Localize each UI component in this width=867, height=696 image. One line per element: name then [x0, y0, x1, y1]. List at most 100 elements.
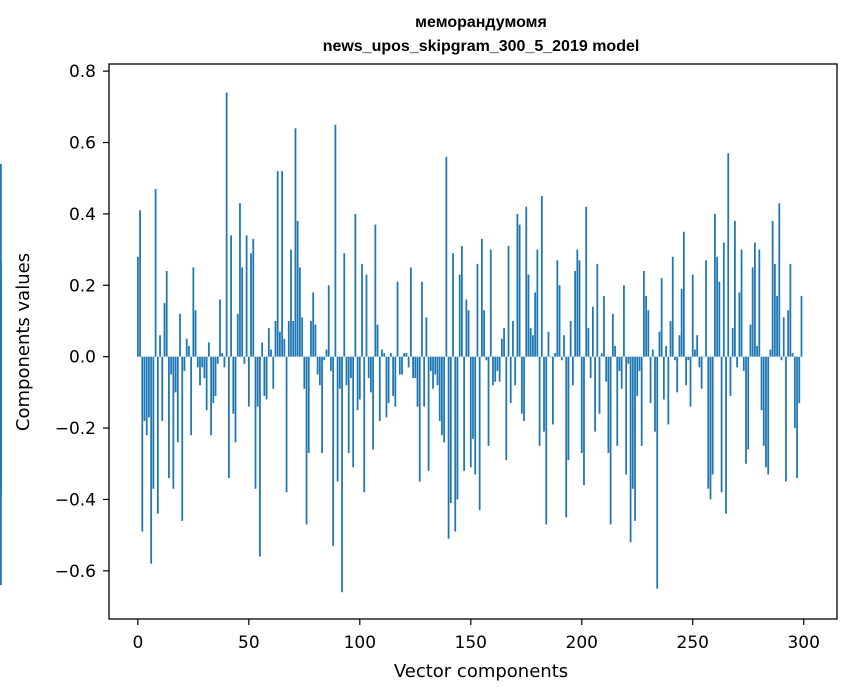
bar-109 — [378, 356, 381, 421]
bar-184 — [545, 356, 548, 525]
bar-13 — [165, 271, 168, 357]
bar-214 — [611, 313, 614, 357]
bar-84 — [323, 356, 326, 361]
bar-113 — [387, 356, 390, 404]
bar-40 — [225, 92, 228, 357]
bar-257 — [707, 356, 710, 489]
bar-232 — [651, 349, 654, 357]
bar-181 — [538, 356, 541, 446]
bar-271 — [738, 292, 741, 357]
bar-96 — [350, 356, 352, 379]
bar-152 — [474, 356, 477, 475]
x-tick-label: 250 — [677, 633, 709, 653]
bar-108 — [376, 324, 379, 357]
bar-45 — [236, 313, 239, 357]
bar-211 — [605, 356, 608, 382]
bar-206 — [594, 356, 596, 432]
bar-252 — [696, 335, 699, 357]
bar-5 — [148, 356, 150, 418]
x-axis-label: Vector components — [394, 661, 568, 682]
bar-154 — [478, 356, 481, 511]
bar-86 — [327, 285, 330, 357]
bar-55 — [259, 356, 261, 557]
bar-168 — [509, 356, 512, 404]
bar-289 — [778, 203, 781, 357]
bar-208 — [598, 356, 601, 414]
bar-157 — [485, 356, 488, 361]
bar-29 — [201, 356, 204, 368]
bar-19 — [179, 313, 181, 357]
bar-8 — [154, 188, 157, 357]
bar-98 — [354, 213, 357, 357]
bar-139 — [445, 156, 448, 357]
bar-147 — [463, 356, 466, 471]
bar-69 — [290, 249, 292, 357]
y-tick-label: 0.4 — [69, 205, 96, 225]
bars-group — [0, 92, 803, 593]
bar-103 — [365, 274, 368, 357]
x-tick-label: 50 — [238, 633, 260, 653]
bar-117 — [396, 281, 399, 357]
bar-164 — [500, 338, 503, 357]
bar-254 — [700, 356, 703, 389]
bar-183 — [543, 356, 545, 432]
bar-102 — [363, 356, 366, 493]
bar-279 — [756, 345, 758, 357]
bar-116 — [394, 356, 397, 407]
y-tick-label: 0.6 — [69, 134, 96, 154]
bar-277 — [751, 267, 754, 357]
bar-128 — [421, 281, 423, 357]
bar-190 — [558, 285, 561, 357]
bar-295 — [791, 353, 794, 357]
bar-222 — [629, 356, 632, 543]
bar-272 — [740, 249, 743, 357]
bar-38 — [221, 353, 224, 357]
bar-92 — [341, 356, 343, 593]
bar-63 — [276, 171, 279, 357]
bar-286 — [771, 221, 774, 357]
y-tick-label: 0.0 — [69, 348, 96, 368]
bar-57 — [263, 356, 266, 396]
bar-133 — [432, 356, 434, 389]
bar-265 — [725, 356, 727, 514]
bar-251 — [694, 349, 696, 357]
bar-192 — [563, 335, 565, 357]
bar-239 — [667, 356, 670, 425]
bar-246 — [682, 231, 685, 357]
bar-281 — [760, 356, 763, 411]
bar-118 — [398, 356, 401, 375]
bar-94 — [345, 356, 348, 386]
bar-299 — [800, 295, 803, 357]
bar-196 — [571, 356, 574, 386]
bar-30 — [203, 356, 206, 379]
bar-199 — [578, 260, 581, 357]
bar-36 — [216, 356, 219, 364]
bar-195 — [569, 320, 572, 357]
bar-43 — [232, 356, 235, 414]
bar-298 — [798, 356, 801, 404]
bar-242 — [674, 356, 676, 361]
bar-240 — [669, 320, 672, 357]
bar-158 — [487, 356, 490, 446]
bar-115 — [392, 356, 394, 396]
bar-191 — [560, 356, 563, 361]
bar-44 — [234, 356, 237, 443]
bar-52 — [252, 238, 255, 357]
bar-288 — [776, 295, 778, 357]
bar-131 — [427, 356, 430, 471]
bar-230 — [647, 310, 650, 357]
bar-159 — [489, 249, 492, 357]
bar-66 — [283, 338, 286, 357]
bar-2 — [141, 356, 144, 532]
bar-15 — [170, 356, 173, 375]
bar-14 — [168, 356, 170, 479]
bar-148 — [465, 299, 468, 357]
bar-155 — [480, 238, 483, 357]
bar-249 — [689, 356, 692, 407]
bar-149 — [467, 310, 470, 357]
bar-68 — [287, 320, 290, 357]
bar-136 — [438, 356, 441, 421]
bar-233 — [654, 356, 656, 432]
bar-82 — [318, 356, 321, 386]
bar-160 — [492, 356, 494, 386]
